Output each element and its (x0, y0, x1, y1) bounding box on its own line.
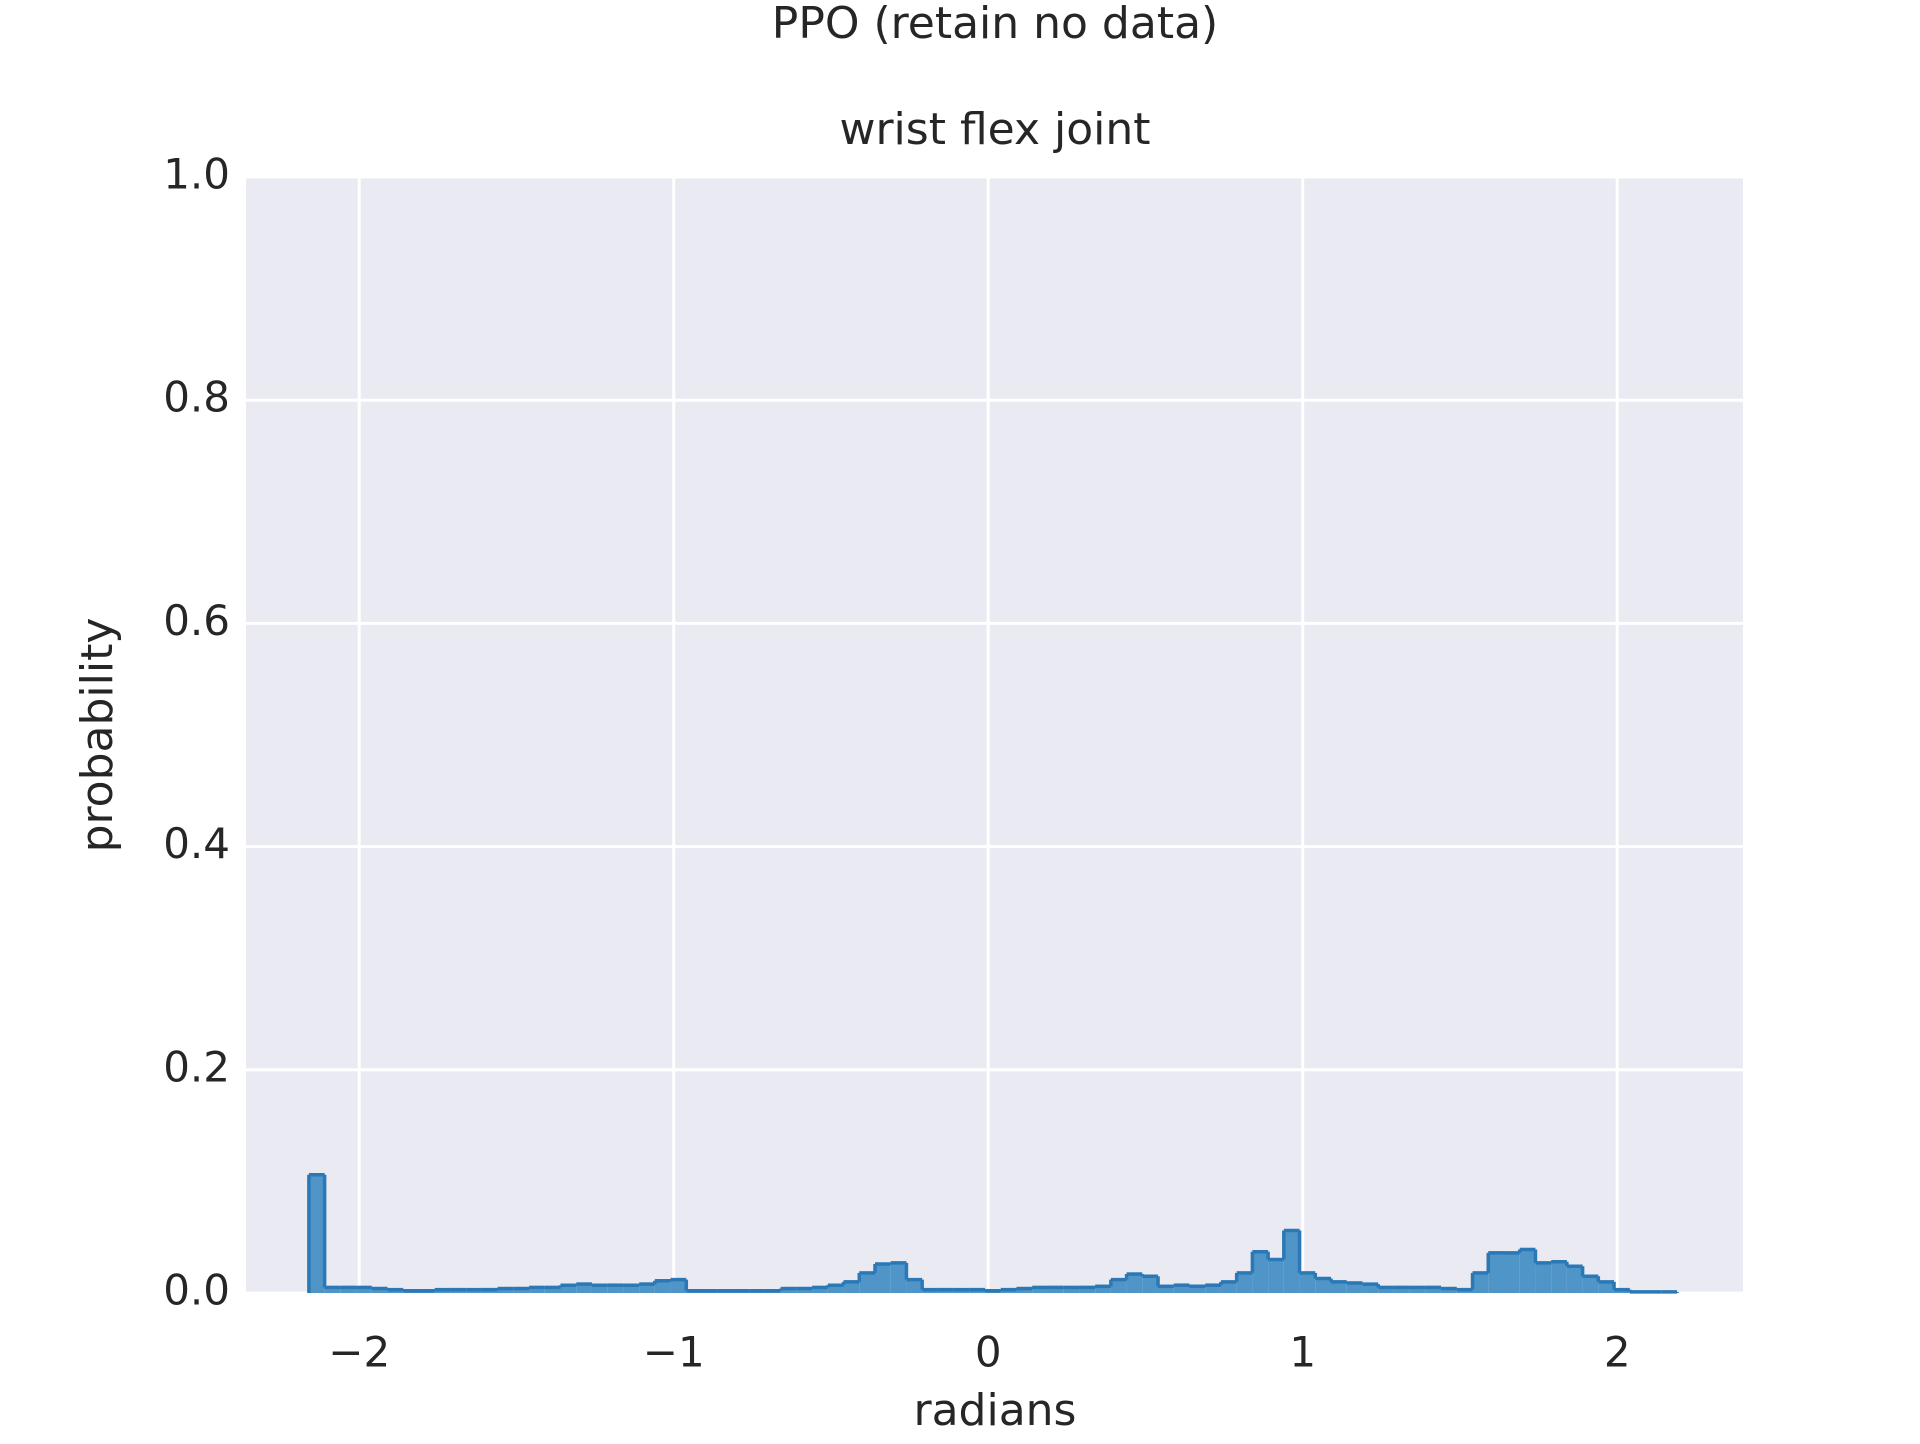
bar (356, 1287, 372, 1293)
bar (1063, 1287, 1080, 1293)
bar (1378, 1287, 1394, 1293)
bar (1110, 1279, 1127, 1293)
bar (906, 1279, 923, 1293)
bar (1566, 1266, 1583, 1293)
x-axis-label: radians (914, 1385, 1077, 1436)
bar (623, 1285, 640, 1293)
chart-title: PPO (retain no data) (772, 0, 1218, 49)
y-tick-label: 0.6 (163, 596, 230, 645)
bar (371, 1288, 388, 1293)
x-tick-label: 2 (1604, 1328, 1631, 1377)
y-tick-label: 0.8 (163, 373, 230, 422)
bar (1503, 1252, 1520, 1293)
bar (591, 1285, 608, 1293)
bar (308, 1174, 325, 1293)
bar (1283, 1230, 1300, 1293)
bar (1205, 1285, 1221, 1293)
bar (670, 1279, 687, 1293)
chart-subtitle: wrist flex joint (839, 104, 1150, 155)
bar (1079, 1287, 1096, 1293)
bar (560, 1285, 577, 1293)
bar (827, 1285, 844, 1293)
y-tick-label: 0.4 (163, 819, 230, 868)
bar (340, 1287, 357, 1293)
bar (1582, 1276, 1599, 1293)
bar (1236, 1272, 1253, 1293)
bars (307, 1172, 1679, 1294)
x-tick-label: 0 (975, 1328, 1002, 1377)
bar (1441, 1288, 1457, 1293)
bar (1472, 1272, 1489, 1293)
bar (1346, 1282, 1363, 1293)
bar (1016, 1288, 1033, 1293)
bar (1173, 1285, 1190, 1293)
bar (1189, 1286, 1206, 1293)
bar (843, 1281, 860, 1293)
y-tick-label: 0.0 (163, 1266, 230, 1315)
bar (874, 1263, 891, 1293)
bar (1535, 1262, 1552, 1293)
bar (1393, 1287, 1410, 1293)
y-tick-label: 0.2 (163, 1042, 230, 1091)
y-axis-label: probability (72, 618, 123, 853)
bar (796, 1288, 813, 1293)
bar (1362, 1284, 1379, 1293)
bar (607, 1285, 624, 1293)
grid (246, 175, 1743, 1295)
bar (1488, 1252, 1504, 1293)
bar (812, 1287, 828, 1293)
plot-background (246, 177, 1743, 1293)
bar (544, 1287, 561, 1293)
bar (1598, 1281, 1615, 1293)
bar (1315, 1278, 1332, 1293)
bar (1409, 1287, 1426, 1293)
x-tick-label: −2 (328, 1328, 390, 1377)
bar (1252, 1251, 1269, 1293)
bar (639, 1284, 655, 1293)
x-tick-label: 1 (1289, 1328, 1316, 1377)
bar (1425, 1287, 1442, 1293)
bar (497, 1288, 514, 1293)
bar (1551, 1261, 1567, 1293)
bar (1220, 1281, 1237, 1293)
bar (780, 1288, 797, 1293)
bar (1331, 1281, 1347, 1293)
bar (1519, 1249, 1536, 1293)
bar (859, 1272, 875, 1293)
bar (1047, 1287, 1064, 1293)
bar (1032, 1287, 1048, 1293)
bar (529, 1287, 545, 1293)
bar (1126, 1274, 1143, 1293)
bar (576, 1284, 592, 1293)
bar (1158, 1286, 1174, 1293)
x-tick-label: −1 (643, 1328, 705, 1377)
bar (890, 1262, 907, 1293)
y-tick-label: 1.0 (163, 150, 230, 199)
bar (1095, 1286, 1111, 1293)
bar (654, 1280, 671, 1293)
bar (1142, 1276, 1159, 1293)
bar (1268, 1259, 1284, 1293)
bar (324, 1287, 341, 1293)
bar (513, 1288, 530, 1293)
bar (1299, 1272, 1316, 1293)
